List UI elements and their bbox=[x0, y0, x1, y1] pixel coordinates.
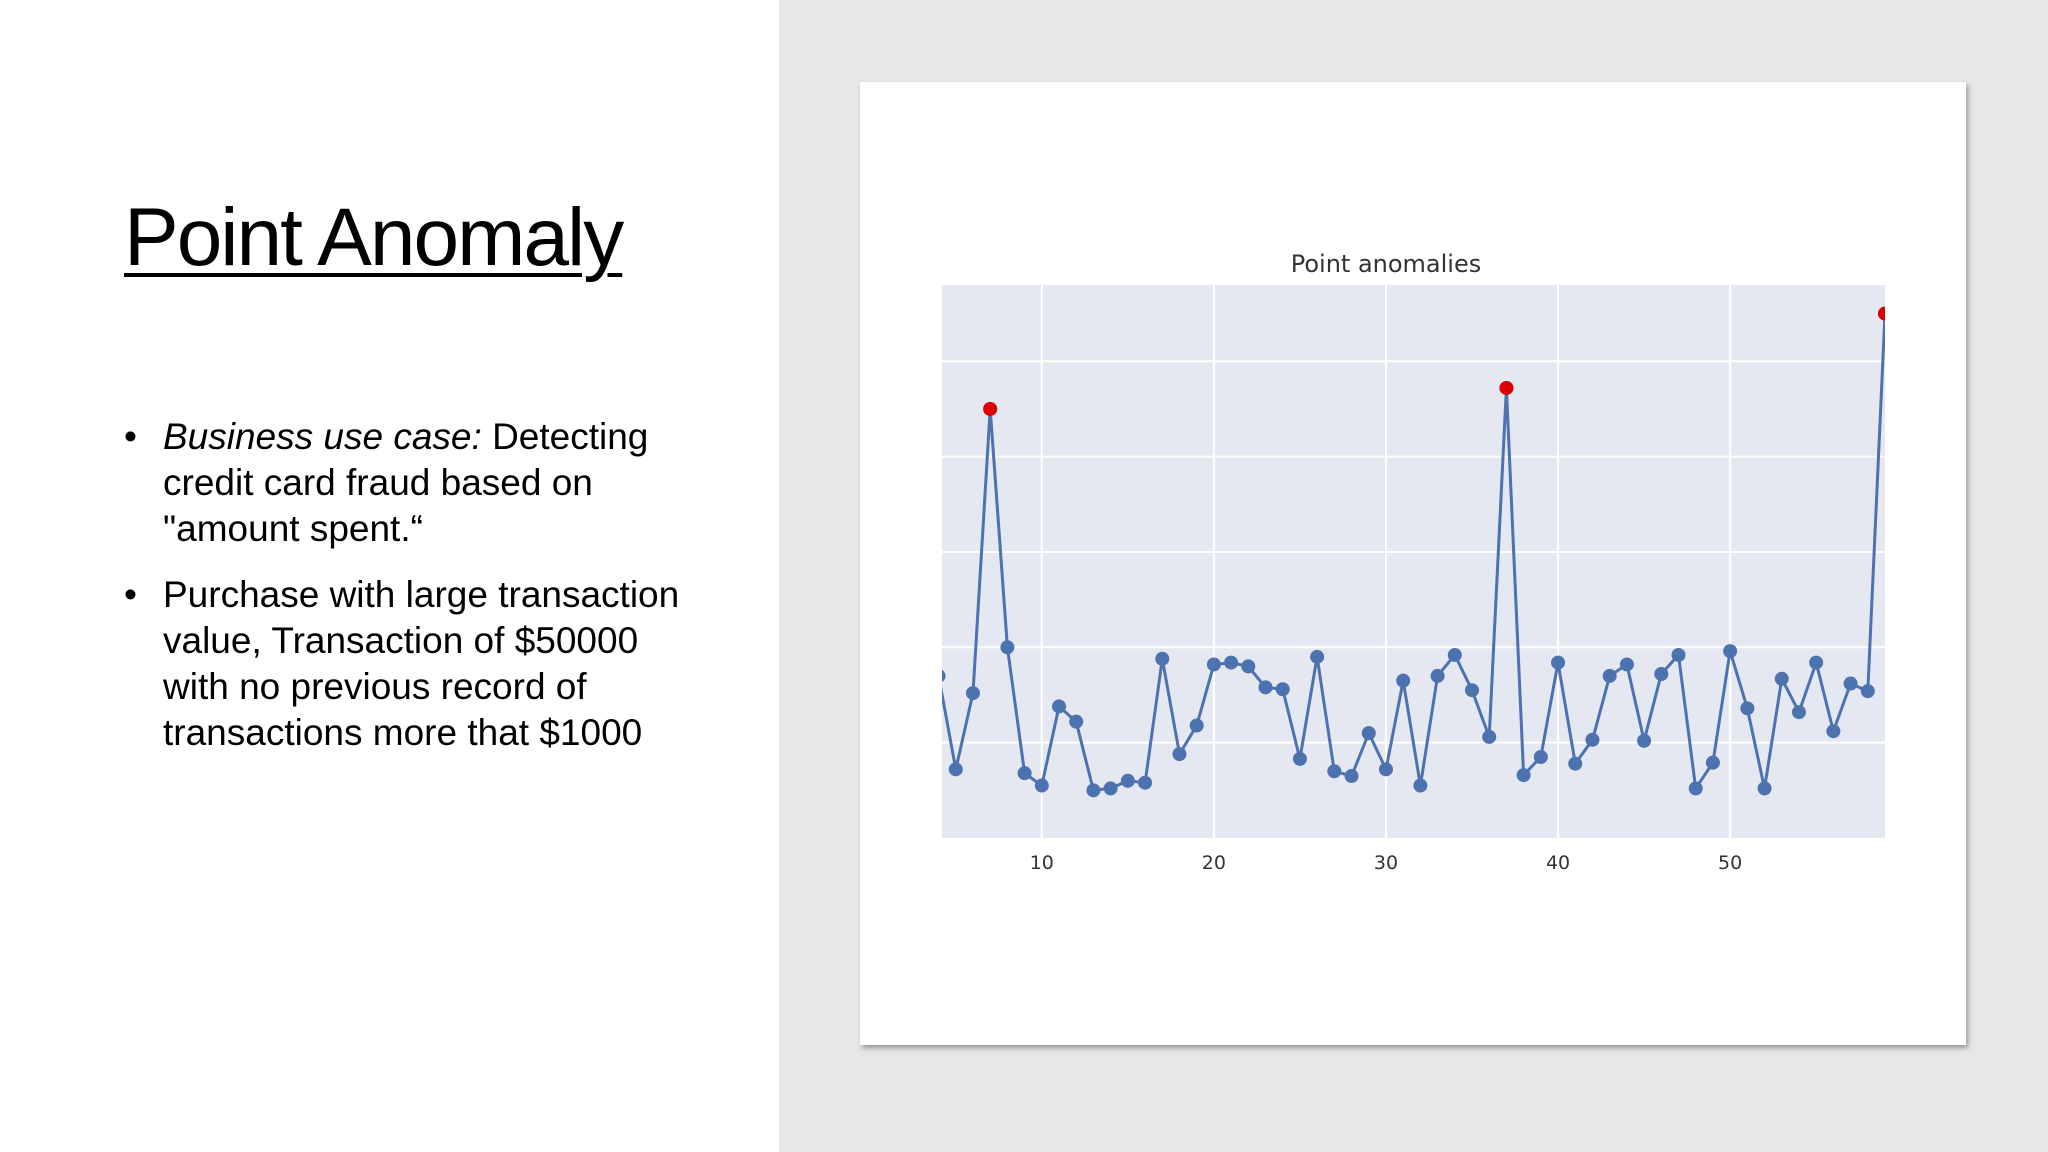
data-point bbox=[1172, 747, 1187, 762]
data-point bbox=[1637, 733, 1652, 748]
data-point bbox=[1654, 667, 1669, 682]
anomaly-point bbox=[1878, 306, 1885, 321]
bullet-dot-icon: • bbox=[124, 574, 137, 615]
data-point bbox=[1327, 764, 1342, 779]
data-point bbox=[1344, 769, 1359, 784]
data-point bbox=[1292, 751, 1307, 766]
chart-title: Point anomalies bbox=[1291, 250, 1482, 278]
data-point bbox=[1533, 749, 1548, 764]
data-point bbox=[1826, 724, 1841, 739]
data-layer bbox=[942, 306, 1885, 798]
data-point bbox=[1361, 726, 1376, 741]
x-tick-labels: 10 20 30 40 50 bbox=[1030, 852, 1743, 874]
data-point bbox=[1086, 783, 1101, 798]
x-tick-label: 40 bbox=[1546, 852, 1570, 874]
bullet-item: • Business use case: Detecting credit ca… bbox=[124, 414, 704, 552]
x-tick-label: 30 bbox=[1374, 852, 1398, 874]
bullet-italic-prefix: Business use case: bbox=[163, 416, 482, 457]
data-point bbox=[1568, 756, 1583, 771]
data-point bbox=[1465, 683, 1480, 698]
data-point bbox=[1723, 644, 1738, 659]
data-point bbox=[1103, 781, 1118, 796]
data-point bbox=[1688, 781, 1703, 796]
data-point bbox=[1241, 659, 1256, 674]
data-point bbox=[1034, 778, 1049, 793]
data-point bbox=[1516, 768, 1531, 783]
data-point bbox=[1378, 762, 1393, 777]
bullet-item: • Purchase with large transaction value,… bbox=[124, 572, 704, 756]
data-point bbox=[1189, 718, 1204, 733]
data-point bbox=[1860, 684, 1875, 699]
data-point bbox=[1705, 755, 1720, 770]
x-tick-label: 10 bbox=[1030, 852, 1054, 874]
x-tick-label: 20 bbox=[1202, 852, 1226, 874]
data-point bbox=[1757, 781, 1772, 796]
data-point bbox=[1017, 766, 1032, 781]
line-chart: Point anomalies 10 20 30 40 50 bbox=[942, 250, 1885, 874]
data-point bbox=[1206, 657, 1221, 672]
data-point bbox=[1069, 714, 1084, 729]
data-point bbox=[1138, 775, 1153, 790]
bullet-text: Detecting credit card fraud based on "am… bbox=[163, 416, 649, 549]
data-point bbox=[1447, 647, 1462, 662]
data-point bbox=[942, 669, 946, 683]
slide-title: Point Anomaly bbox=[124, 192, 624, 283]
data-point bbox=[1258, 680, 1273, 695]
data-point bbox=[1120, 773, 1135, 788]
data-point bbox=[1740, 701, 1755, 716]
data-point bbox=[1413, 778, 1428, 793]
data-point bbox=[965, 686, 980, 701]
bullet-list: • Business use case: Detecting credit ca… bbox=[124, 414, 704, 776]
data-point bbox=[1791, 705, 1806, 720]
data-point bbox=[1482, 729, 1497, 744]
data-point bbox=[1585, 732, 1600, 747]
slide-left-panel bbox=[0, 0, 779, 1152]
data-point bbox=[1671, 647, 1686, 662]
data-point bbox=[1809, 655, 1824, 670]
data-point bbox=[1275, 682, 1290, 697]
data-point bbox=[1155, 651, 1170, 666]
data-point bbox=[1052, 699, 1067, 714]
data-point bbox=[1551, 655, 1566, 670]
data-point bbox=[1602, 668, 1617, 683]
bullet-text: Purchase with large transaction value, T… bbox=[163, 574, 680, 753]
data-point bbox=[1224, 655, 1239, 670]
anomaly-point bbox=[1499, 380, 1514, 395]
chart-image-card: Point anomalies 10 20 30 40 50 bbox=[860, 82, 1966, 1045]
data-point bbox=[1430, 668, 1445, 683]
data-point bbox=[1396, 673, 1411, 688]
data-point bbox=[948, 762, 963, 777]
bullet-dot-icon: • bbox=[124, 416, 137, 457]
data-point bbox=[1310, 649, 1325, 664]
data-point bbox=[1000, 640, 1015, 655]
data-point bbox=[1843, 676, 1858, 691]
x-tick-label: 50 bbox=[1718, 852, 1742, 874]
data-point bbox=[1619, 657, 1634, 672]
anomaly-point bbox=[983, 401, 998, 416]
data-point bbox=[1774, 671, 1789, 686]
